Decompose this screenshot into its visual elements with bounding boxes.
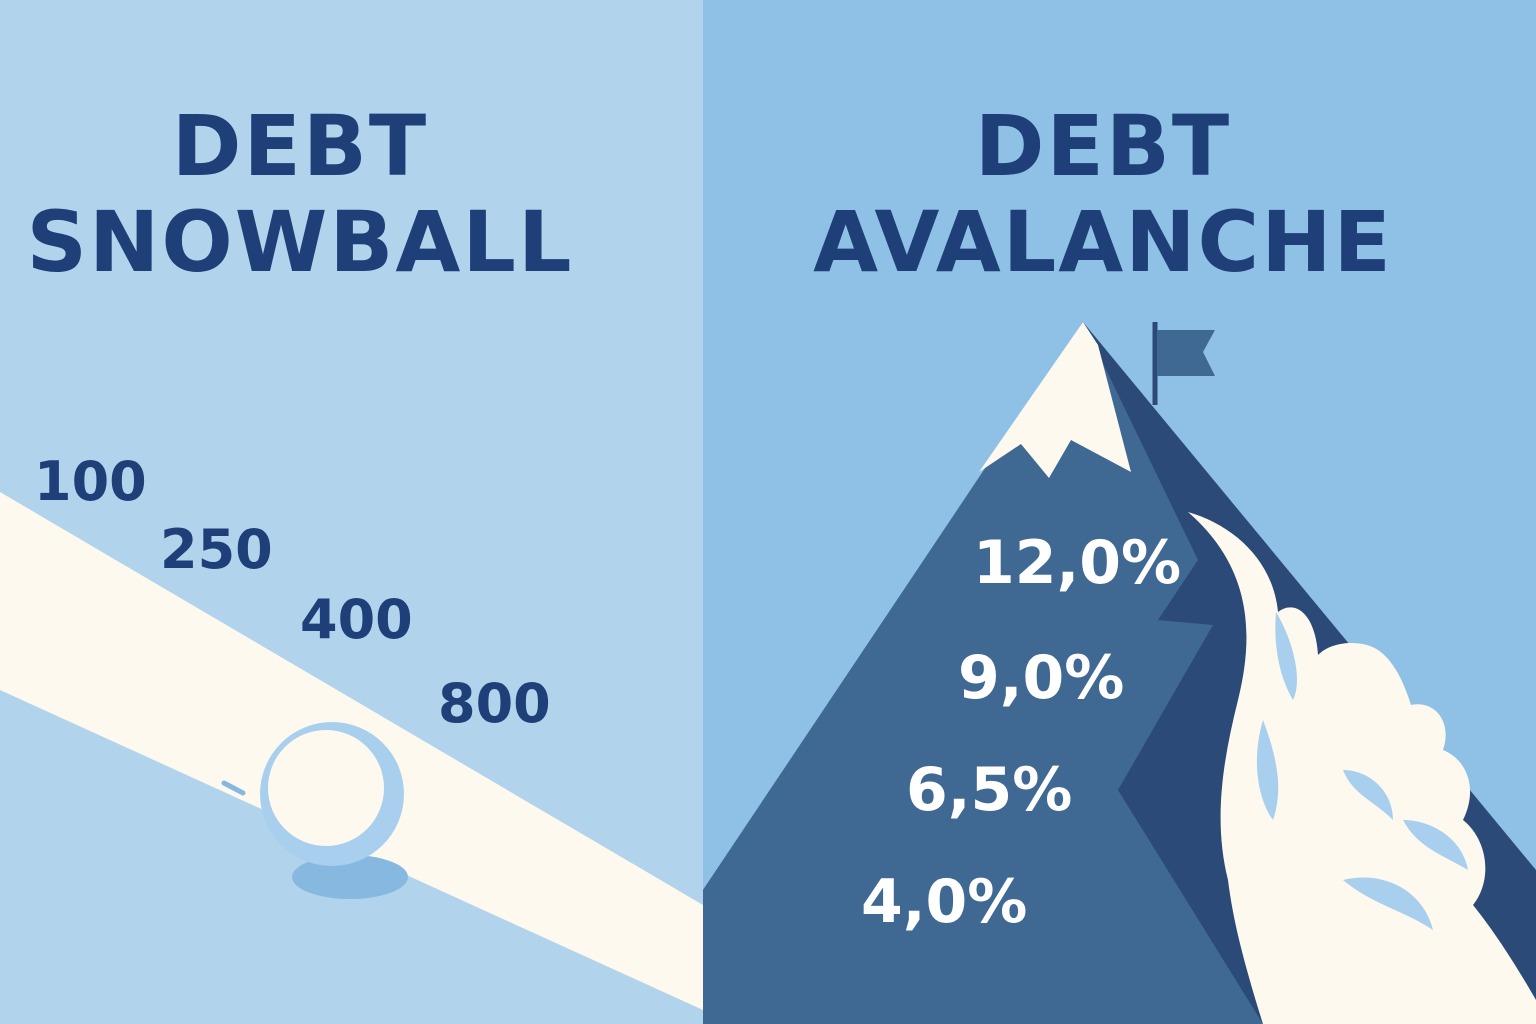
balance-4: 800 (438, 672, 551, 735)
avalanche-title-line2: AVALANCHE (813, 193, 1393, 291)
balance-2: 250 (160, 518, 273, 581)
balance-1: 100 (34, 450, 147, 513)
snowball-icon (260, 722, 404, 866)
rate-3: 6,5% (906, 755, 1073, 825)
snowball-title-line1: DEBT (171, 97, 429, 195)
motion-streak (221, 780, 246, 796)
balance-3: 400 (300, 588, 413, 651)
snowball-panel: DEBT SNOWBALL 100 250 400 800 (0, 0, 703, 1024)
rate-1: 12,0% (973, 528, 1182, 598)
avalanche-title: DEBT AVALANCHE (783, 104, 1423, 284)
snowball-illustration (0, 0, 703, 1024)
flag-icon (1152, 322, 1215, 405)
avalanche-panel: DEBT AVALANCHE 12,0% 9,0% 6,5% 4,0% (703, 0, 1536, 1024)
avalanche-illustration (703, 0, 1536, 1024)
snowball-shadow (292, 855, 408, 899)
avalanche-title-line1: DEBT (974, 97, 1232, 195)
snowball-title: DEBT SNOWBALL (0, 104, 600, 284)
rate-4: 4,0% (861, 867, 1028, 937)
rate-2: 9,0% (958, 643, 1125, 713)
avalanche-cloud-icon (1188, 512, 1536, 1024)
snowball-title-line2: SNOWBALL (26, 193, 574, 291)
